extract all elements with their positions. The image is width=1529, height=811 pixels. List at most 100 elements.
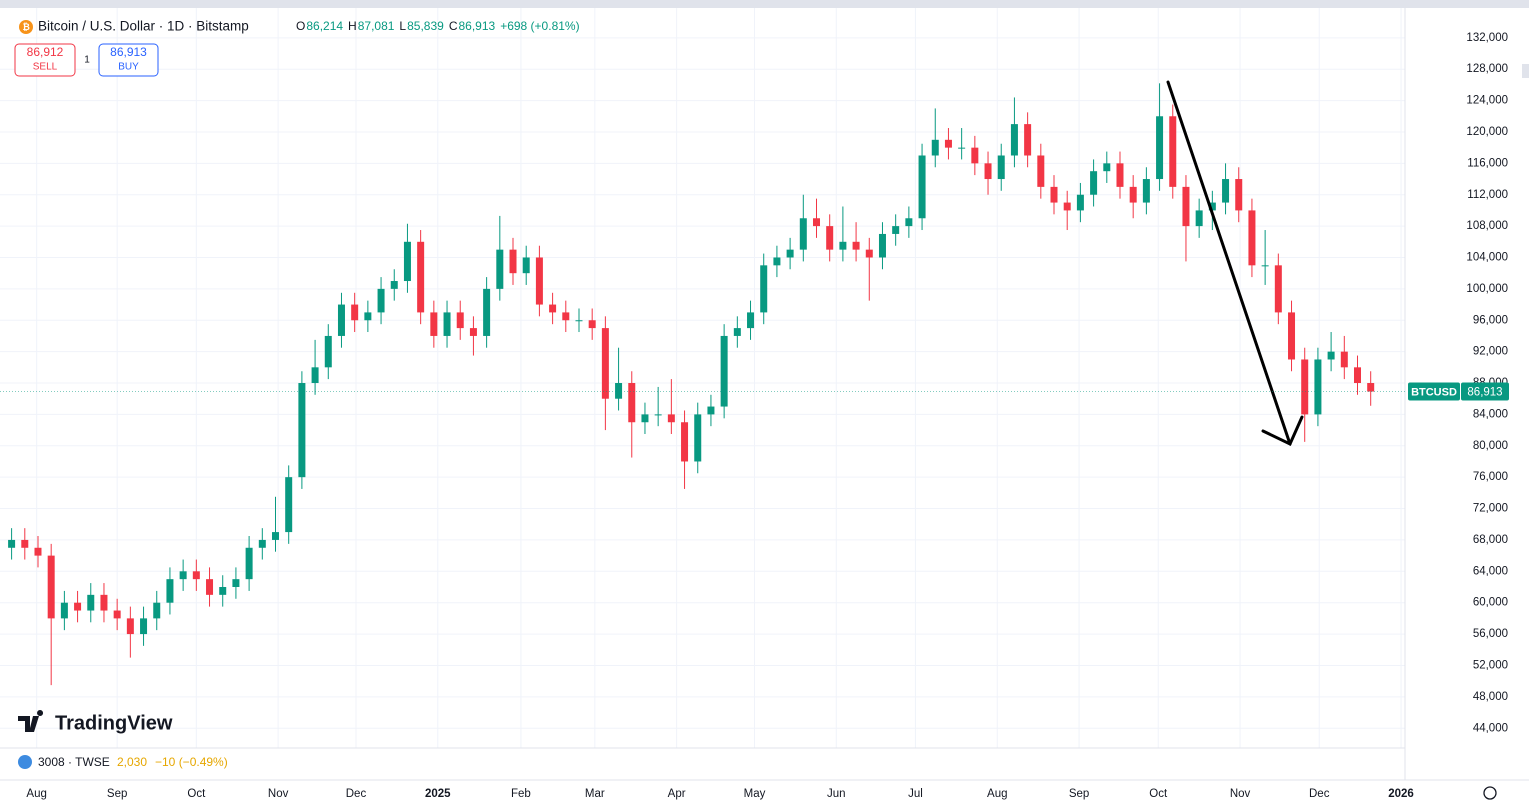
candle-body xyxy=(496,249,504,289)
candle-body xyxy=(944,139,952,148)
candle-body xyxy=(21,539,29,548)
candle-body xyxy=(1195,210,1203,227)
candle-body xyxy=(1208,202,1216,211)
candle-body xyxy=(258,539,266,548)
candle-body xyxy=(483,288,491,336)
buy-button[interactable] xyxy=(98,43,159,77)
y-tick-label: 132,000 xyxy=(1466,32,1508,44)
ohlc-key: H xyxy=(348,19,357,33)
candle-body xyxy=(113,610,121,619)
candle-body xyxy=(337,304,345,336)
x-tick-label: Sep xyxy=(107,788,127,800)
candle-body xyxy=(140,618,148,635)
candle-body xyxy=(153,602,161,619)
y-tick-label: 108,000 xyxy=(1466,220,1508,232)
sell-label: SELL xyxy=(33,62,58,73)
candle-body xyxy=(733,328,741,336)
candle-body xyxy=(549,304,557,313)
btc-icon xyxy=(19,20,33,34)
logo-mark xyxy=(18,710,44,732)
candle-body xyxy=(984,163,992,180)
candle-body xyxy=(971,147,979,164)
candle-body xyxy=(786,249,794,258)
candle-body xyxy=(311,367,319,384)
candle-body xyxy=(1353,367,1361,384)
candle-body xyxy=(245,547,253,580)
x-tick-label: Apr xyxy=(668,788,686,800)
candle-body xyxy=(535,257,543,305)
candle-body xyxy=(60,602,68,619)
x-tick-label: Aug xyxy=(26,788,46,800)
candle-body xyxy=(232,579,240,587)
candle-body xyxy=(865,249,873,258)
price-tag-symbol-bg xyxy=(1408,382,1460,401)
candle-body xyxy=(456,312,464,329)
x-tick-label: Dec xyxy=(346,788,367,800)
y-tick-label: 76,000 xyxy=(1473,471,1508,483)
candle-body xyxy=(443,312,451,336)
x-tick-label: Nov xyxy=(268,788,289,800)
candle-body xyxy=(74,602,82,611)
candle-body xyxy=(34,547,42,556)
y-tick-label: 100,000 xyxy=(1466,283,1508,295)
scroll-handle[interactable] xyxy=(1522,64,1529,78)
x-tick-label: Oct xyxy=(187,788,206,800)
candle-body xyxy=(1142,179,1150,203)
candle-body xyxy=(1024,124,1032,156)
x-tick-label: Dec xyxy=(1309,788,1330,800)
candle-body xyxy=(654,414,662,416)
y-tick-label: 120,000 xyxy=(1466,126,1508,138)
logo: TradingView xyxy=(18,710,173,734)
symbol-icon xyxy=(18,755,32,769)
candle-body xyxy=(324,335,332,368)
candle-body xyxy=(351,304,359,321)
x-tick-label: Oct xyxy=(1149,788,1168,800)
candle-body xyxy=(1156,116,1164,180)
candle-body xyxy=(667,414,675,423)
candle-body xyxy=(615,383,623,399)
candle-body xyxy=(417,241,425,313)
y-tick-label: 92,000 xyxy=(1473,346,1508,358)
candle-body xyxy=(694,414,702,462)
ohlc-key: C xyxy=(449,19,458,33)
candle-body xyxy=(681,422,689,462)
y-tick-label: 84,000 xyxy=(1473,408,1508,420)
y-tick-label: 52,000 xyxy=(1473,659,1508,671)
candle-body xyxy=(219,587,227,595)
candle-body xyxy=(812,218,820,227)
candle-body xyxy=(826,226,834,250)
candle-body xyxy=(469,328,477,336)
candle-body xyxy=(509,249,517,274)
x-tick-label: Jul xyxy=(908,788,923,800)
y-tick-label: 60,000 xyxy=(1473,597,1508,609)
candle-body xyxy=(1327,351,1335,360)
candle-body xyxy=(641,414,649,423)
candle-body xyxy=(1314,359,1322,415)
candle-body xyxy=(364,312,372,321)
y-tick-label: 44,000 xyxy=(1473,722,1508,734)
candle-body xyxy=(8,539,16,548)
x-tick-label: Aug xyxy=(987,788,1007,800)
candle-body xyxy=(377,288,385,313)
sell-price: 86,912 xyxy=(27,45,64,59)
ohlc-change: +698 (+0.81%) xyxy=(500,19,579,33)
candle-body xyxy=(1261,265,1269,267)
candles xyxy=(8,83,1375,686)
settings-button[interactable] xyxy=(1483,786,1497,800)
candle-body xyxy=(1301,359,1309,415)
candle-body xyxy=(799,218,807,250)
footer-change: −10 (−0.49%) xyxy=(155,755,228,769)
candle-body xyxy=(1248,210,1256,266)
candle-body xyxy=(852,241,860,250)
x-tick-label: Feb xyxy=(511,788,531,800)
y-tick-label: 72,000 xyxy=(1473,503,1508,515)
candle-body xyxy=(1274,265,1282,313)
candle-body xyxy=(1063,202,1071,211)
candle-body xyxy=(1076,194,1084,211)
candle-body xyxy=(403,241,411,282)
grid xyxy=(0,8,1405,748)
candle-body xyxy=(1050,186,1058,203)
sell-button[interactable] xyxy=(14,43,76,77)
ohlc-values: O 86,214 H 87,081 L 85,839 C 86,913 +698 (+0.81%… xyxy=(296,19,580,33)
